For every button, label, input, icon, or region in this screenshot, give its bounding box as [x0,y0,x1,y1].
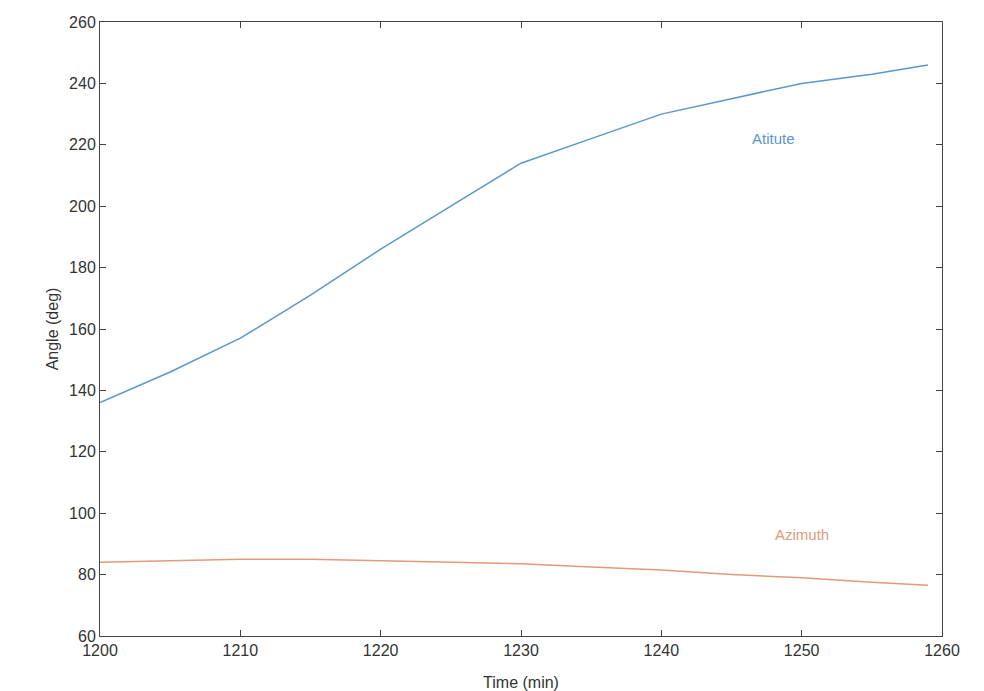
svg-text:260: 260 [69,14,96,31]
svg-text:Time (min): Time (min) [483,674,559,691]
svg-text:180: 180 [69,259,96,276]
svg-text:80: 80 [78,566,96,583]
svg-text:1200: 1200 [82,642,118,659]
svg-text:1250: 1250 [784,642,820,659]
svg-text:140: 140 [69,382,96,399]
svg-text:160: 160 [69,321,96,338]
svg-text:200: 200 [69,198,96,215]
svg-text:Atitute: Atitute [752,130,795,147]
svg-text:1230: 1230 [503,642,539,659]
svg-text:1210: 1210 [223,642,259,659]
svg-text:220: 220 [69,136,96,153]
svg-text:1240: 1240 [644,642,680,659]
svg-text:240: 240 [69,75,96,92]
svg-text:120: 120 [69,443,96,460]
svg-text:1260: 1260 [924,642,960,659]
svg-text:100: 100 [69,505,96,522]
svg-text:Azimuth: Azimuth [775,526,829,543]
svg-text:60: 60 [78,628,96,645]
svg-text:Angle (deg): Angle (deg) [44,288,61,371]
svg-text:1220: 1220 [363,642,399,659]
